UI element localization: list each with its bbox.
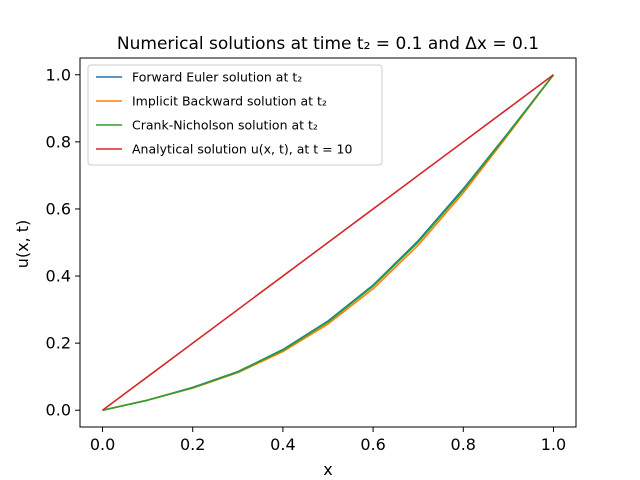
y-tick-label: 0.8 bbox=[46, 132, 71, 151]
axes-frame bbox=[79, 57, 577, 428]
legend-label: Crank-Nicholson solution at t₂ bbox=[132, 118, 318, 133]
x-tick-label: 0.4 bbox=[270, 435, 295, 454]
chart-title: Numerical solutions at time t₂ = 0.1 and… bbox=[117, 34, 539, 54]
y-tick-label: 0.0 bbox=[46, 401, 71, 420]
x-axis-label: x bbox=[323, 460, 332, 479]
y-tick-label: 0.6 bbox=[46, 199, 71, 218]
x-tick-label: 0.8 bbox=[451, 435, 476, 454]
y-tick-label: 1.0 bbox=[46, 65, 71, 84]
x-tick-label: 0.2 bbox=[180, 435, 205, 454]
x-axis: 0.0 0.2 0.4 0.6 0.8 1.0 bbox=[90, 427, 566, 454]
x-tick-label: 0.0 bbox=[90, 435, 115, 454]
y-tick-label: 0.2 bbox=[46, 334, 71, 353]
legend: Forward Euler solution at t₂ Implicit Bac… bbox=[87, 64, 383, 166]
series-line-3 bbox=[102, 74, 554, 411]
legend-label: Analytical solution u(x, t), at t = 10 bbox=[132, 142, 353, 157]
x-tick-label: 1.0 bbox=[541, 435, 566, 454]
y-axis: 0.0 0.2 0.4 0.6 0.8 1.0 bbox=[46, 65, 80, 420]
plot-area bbox=[102, 74, 555, 412]
x-tick-label: 0.6 bbox=[360, 435, 385, 454]
y-axis-label: u(x, t) bbox=[13, 220, 32, 269]
legend-label: Implicit Backward solution at t₂ bbox=[132, 94, 327, 109]
legend-label: Forward Euler solution at t₂ bbox=[132, 70, 302, 85]
y-tick-label: 0.4 bbox=[46, 267, 71, 286]
legend-box bbox=[87, 64, 383, 166]
series-line-2 bbox=[102, 74, 555, 412]
